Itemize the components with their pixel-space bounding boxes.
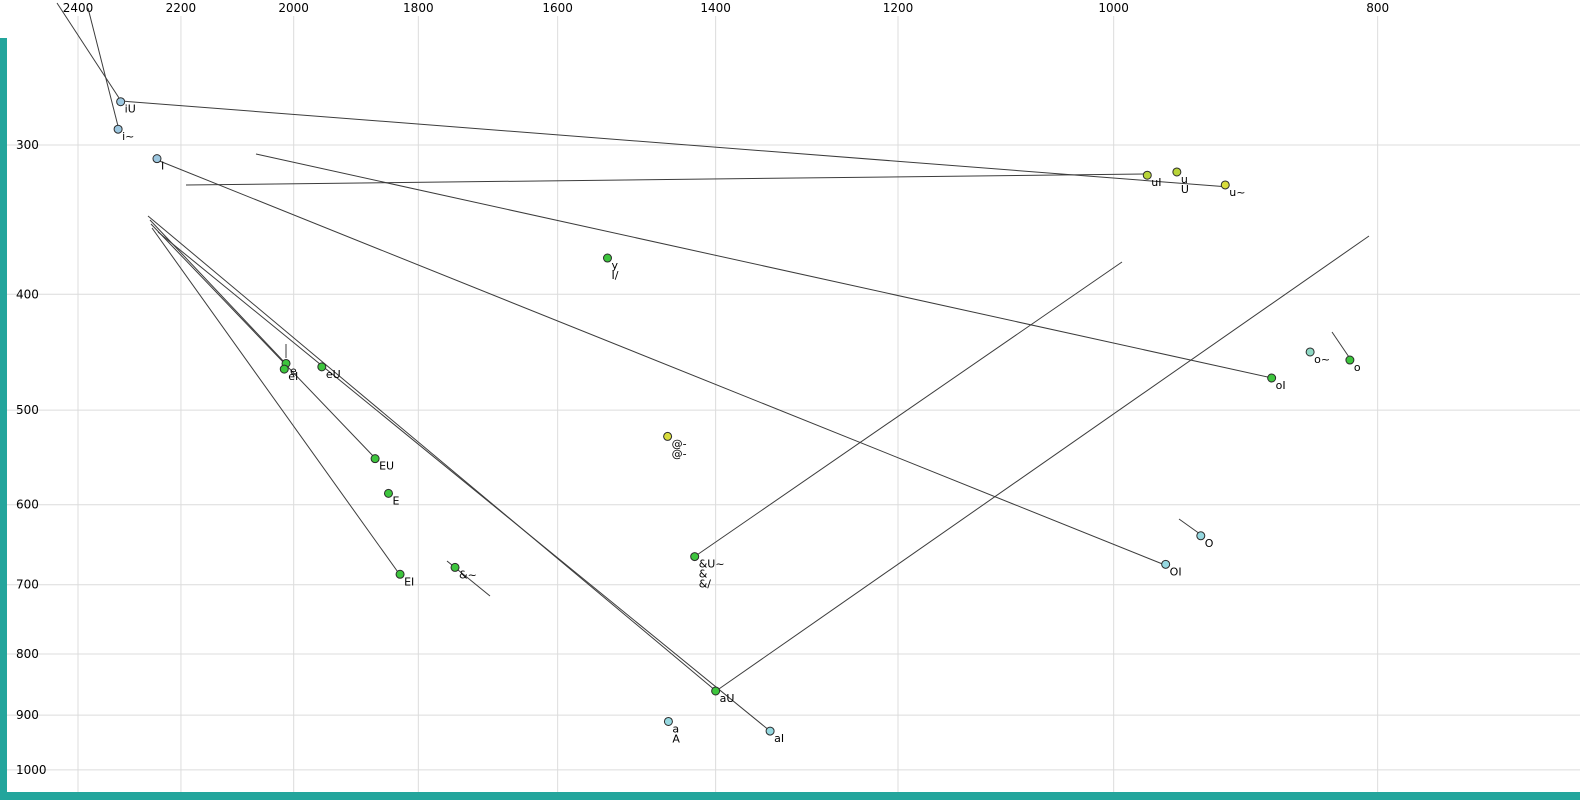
- vowel-label-@--1: @-: [672, 447, 687, 460]
- vowel-label-&U~-1: &: [699, 568, 708, 581]
- y-tick-label-700: 700: [16, 578, 39, 592]
- vowel-label-u-1: U: [1181, 183, 1189, 196]
- trajectory-line-8: [147, 215, 717, 692]
- y-tick-label-300: 300: [16, 138, 39, 152]
- trajectory-line-10: [156, 159, 1166, 566]
- vowel-marker-OI: [1161, 559, 1171, 569]
- trajectory-line-2: [120, 100, 1230, 188]
- vowel-marker-E: [383, 488, 393, 498]
- vowel-label-y-0: y: [611, 259, 618, 272]
- vowel-label-e-0: e: [290, 364, 297, 377]
- vowel-label-o~-0: o~: [1314, 353, 1330, 366]
- vowel-label-a-1: A: [672, 732, 680, 745]
- vowel-marker-iU: [116, 97, 126, 107]
- trajectory-line-6: [150, 223, 376, 459]
- trajectory-line-15: [1178, 518, 1201, 535]
- vowel-label-OI-0: OI: [1170, 565, 1182, 578]
- vowel-label-oI-0: oI: [1276, 379, 1286, 392]
- vowel-label-EI-0: EI: [404, 575, 414, 588]
- vowel-label-uI-0: uI: [1151, 176, 1161, 189]
- vowel-marker-@-: [663, 431, 673, 441]
- x-tick-label-1400: 1400: [700, 1, 731, 15]
- x-tick-label-2400: 2400: [63, 1, 94, 15]
- vowel-label-&U~-2: &/: [699, 578, 712, 591]
- x-tick-label-800: 800: [1366, 1, 1389, 15]
- vowel-marker-u~: [1220, 180, 1230, 190]
- vowel-label-eU-0: eU: [326, 368, 341, 381]
- vowel-marker-EI: [395, 569, 405, 579]
- x-tick-label-2200: 2200: [166, 1, 197, 15]
- y-tick-label-500: 500: [16, 403, 39, 417]
- vowel-label-u~-0: u~: [1229, 186, 1245, 199]
- vowel-label-EU-0: EU: [379, 460, 394, 473]
- trajectory-line-0: [56, 2, 122, 102]
- vowel-marker-o~: [1305, 347, 1315, 357]
- vowel-marker-i~: [113, 124, 123, 134]
- vowel-marker-&~: [450, 562, 460, 572]
- y-tick-label-900: 900: [16, 708, 39, 722]
- vowel-label-I-0: I: [161, 160, 164, 173]
- vowel-label-iU-0: iU: [125, 103, 136, 116]
- vowel-marker-eU: [317, 362, 327, 372]
- trajectory-line-3: [185, 173, 1149, 186]
- vowel-label-&U~-0: &U~: [699, 558, 725, 571]
- vowel-marker-u: [1172, 167, 1182, 177]
- trajectory-line-14: [1331, 331, 1352, 361]
- vowel-label-eI-0: eI: [288, 370, 298, 383]
- x-tick-label-1600: 1600: [542, 1, 573, 15]
- vowel-marker-uI: [1142, 170, 1152, 180]
- vowel-marker-o: [1345, 355, 1355, 365]
- vowel-label-aI-0: aI: [774, 732, 784, 745]
- vowel-label-u-0: u: [1181, 173, 1188, 186]
- vowel-marker-O: [1196, 531, 1206, 541]
- vowel-label-E-0: E: [392, 494, 399, 507]
- vowel-marker-I: [152, 154, 162, 164]
- vowel-label-O-0: O: [1205, 537, 1214, 550]
- vowel-label-y-1: I/: [611, 269, 618, 282]
- vowel-label-o-0: o: [1354, 361, 1361, 374]
- x-tick-label-1200: 1200: [883, 1, 914, 15]
- y-tick-label-800: 800: [16, 647, 39, 661]
- vowel-label-i~-0: i~: [122, 130, 134, 143]
- trajectory-line-9: [157, 231, 771, 732]
- x-tick-label-2000: 2000: [278, 1, 309, 15]
- x-tick-label-1000: 1000: [1098, 1, 1129, 15]
- vowel-marker-a: [663, 716, 673, 726]
- trajectory-line-11: [693, 261, 1123, 558]
- trajectory-line-12: [715, 235, 1370, 692]
- trajectory-line-1: [87, 7, 120, 131]
- y-tick-label-600: 600: [16, 498, 39, 512]
- vowel-marker-EU: [370, 454, 380, 464]
- vowel-label-@--0: @-: [672, 437, 687, 450]
- vowel-label-a-0: a: [672, 722, 679, 735]
- vowel-marker-eI: [279, 364, 289, 374]
- trajectory-line-4: [255, 153, 1273, 379]
- vowel-marker-aU: [711, 686, 721, 696]
- trajectory-line-7: [151, 227, 401, 576]
- plot-left-border: [0, 38, 7, 800]
- plot-bottom-border: [0, 792, 1580, 800]
- vowel-marker-oI: [1267, 373, 1277, 383]
- y-tick-label-400: 400: [16, 287, 39, 301]
- vowel-marker-aI: [765, 726, 775, 736]
- vowel-label-aU-0: aU: [720, 692, 735, 705]
- vowel-marker-&U~: [690, 552, 700, 562]
- y-tick-label-1000: 1000: [16, 763, 47, 777]
- vowel-marker-y: [602, 253, 612, 263]
- x-tick-label-1800: 1800: [403, 1, 434, 15]
- vowel-label-&~-0: &~: [459, 568, 477, 581]
